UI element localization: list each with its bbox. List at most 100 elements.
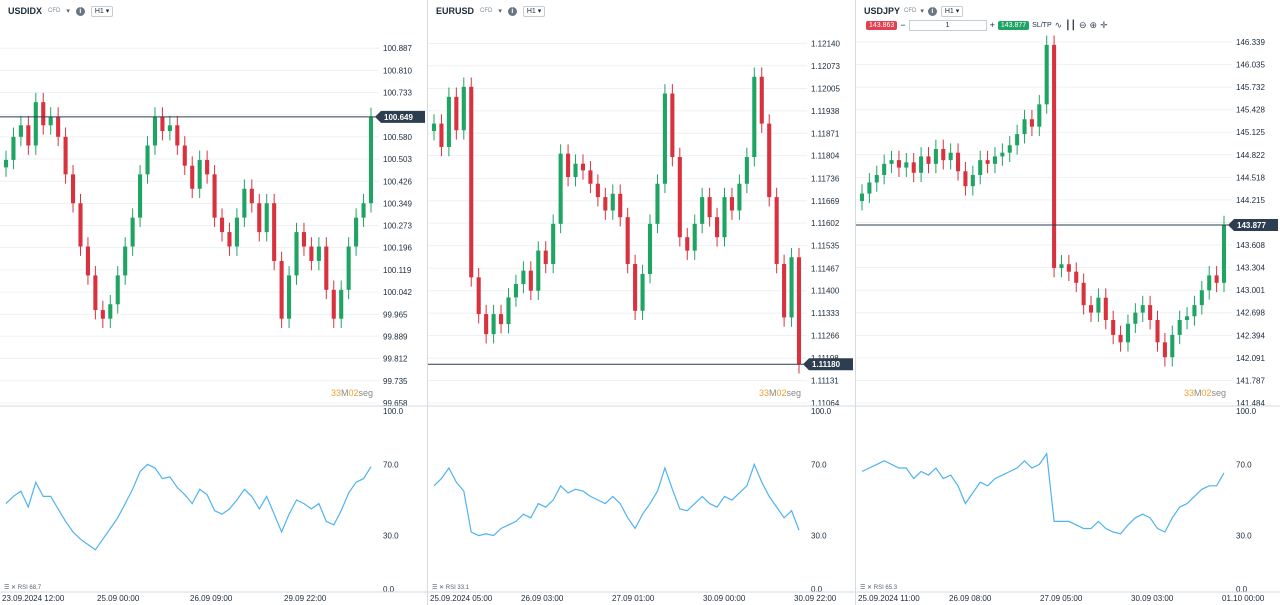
candle [1192,305,1197,317]
candle [970,175,975,187]
symbol-selector[interactable]: USDIDX [8,6,43,16]
candle [595,183,600,198]
rsi-level-label: 0.0 [383,585,395,594]
line-chart-icon[interactable]: ∿ [1054,19,1063,30]
current-price-tag [1228,219,1278,232]
candle [324,246,329,290]
info-icon[interactable]: i [927,6,937,16]
chevron-down-icon[interactable]: ▾ [920,8,924,15]
candle [737,183,742,211]
candle [454,96,459,131]
timer-part: M [341,388,349,398]
panel-divider[interactable] [855,0,856,605]
quantity-input[interactable]: 1 [908,19,987,31]
candle [294,232,299,276]
x-tick-label: 25.09.2024 05:00 [430,594,493,603]
price-chart[interactable]: 146.339 146.035 145.732 145.428 145.125 144.8… [856,0,1280,605]
info-icon[interactable]: i [75,6,85,16]
candles-icon[interactable]: ┃┃ [1065,19,1076,30]
price-chart[interactable]: 1.12140 1.12073 1.12005 1.11938 1.11871 1.118… [428,0,855,605]
candle [1000,152,1005,157]
panel-divider[interactable] [427,0,428,605]
rsi-level-label: 100.0 [383,407,404,416]
info-icon[interactable]: i [507,6,517,16]
zoom-in-icon[interactable]: ⊕ [1089,19,1098,30]
candle [729,197,735,211]
y-tick-label: 1.11064 [811,399,840,408]
candle [551,223,556,264]
candle [1022,119,1027,135]
y-tick-label: 145.428 [1236,106,1265,115]
candle [1096,297,1101,313]
candle [904,162,909,168]
y-tick-label: 142.394 [1236,331,1265,340]
candle [446,96,451,147]
rsi-indicator-label[interactable]: ☰ ✕ RSI 68.7 [4,584,42,591]
candle [160,116,165,132]
quantity-decrement-button[interactable]: − [900,20,906,30]
y-tick-label: 143.608 [1236,241,1265,250]
candle [1199,290,1204,306]
symbol-selector[interactable]: EURUSD [436,6,475,16]
chart-panel-eurusd[interactable]: EURUSD CFD ▾ i H1 ▾ 1.12140 1.12073 1.1200… [428,0,855,605]
x-tick-label: 30.09 00:00 [703,594,746,603]
y-tick-label: 145.732 [1236,83,1265,92]
candle [692,223,697,251]
candle [257,203,262,233]
quantity-increment-button[interactable]: + [989,20,995,30]
candle [956,152,961,172]
x-tick-label: 25.09 00:00 [97,594,140,603]
candle [992,156,998,164]
candle [752,76,757,158]
candle [919,156,924,173]
y-tick-label: 100.810 [383,66,412,75]
candle [647,223,653,274]
candle [1177,320,1182,335]
rsi-indicator-label[interactable]: ☰ ✕ RSI 65.3 [860,584,898,591]
candle [867,182,872,194]
candle [1148,305,1153,321]
candle [882,163,887,176]
candle [633,263,638,311]
chevron-down-icon: ▾ [537,7,542,15]
candle [655,183,660,224]
y-tick-label: 100.273 [383,221,412,230]
zoom-out-icon[interactable]: ⊖ [1079,19,1087,30]
chart-panel-usdidx[interactable]: USDIDX CFD ▾ i H1 ▾ 100.887 100.810 100.73… [0,0,427,605]
chevron-down-icon[interactable]: ▾ [66,8,70,15]
timeframe-value: H1 [94,7,104,15]
symbol-selector[interactable]: USDJPY [864,6,901,16]
timer-part: M [1194,388,1202,398]
candle [1170,334,1175,358]
candle [1029,119,1034,127]
y-tick-label: 100.042 [383,288,412,297]
sl-tp-button[interactable]: SL/TP [1032,21,1052,29]
candle [316,246,321,261]
buy-price-button[interactable]: 143.877 [997,20,1030,30]
candle-timer: 33M02seg [331,388,373,398]
y-tick-label: 1.11535 [811,242,840,251]
rsi-indicator-label[interactable]: ☰ ✕ RSI 33.1 [432,584,470,591]
rsi-level-label: 0.0 [811,585,823,594]
candle [640,273,645,311]
candle [521,270,526,285]
candle [354,217,359,247]
x-tick-label: 30.09 22:00 [794,594,837,603]
candle [18,125,23,137]
y-tick-label: 1.11602 [811,219,840,228]
chart-panel-usdjpy[interactable]: USDJPY CFD ▾ i H1 ▾ 143.863 − 1 + 143.87… [856,0,1280,605]
timeframe-selector[interactable]: H1 ▾ [940,5,964,17]
y-tick-label: 1.11804 [811,152,840,161]
candle [528,270,533,291]
y-tick-label: 143.304 [1236,264,1265,273]
crosshair-icon[interactable]: ✛ [1100,19,1108,30]
timeframe-selector[interactable]: H1 ▾ [90,5,114,17]
y-tick-label: 100.887 [383,44,412,53]
timer-part: 02 [1201,388,1211,398]
candle [926,156,931,164]
timeframe-selector[interactable]: H1 ▾ [522,5,546,17]
chevron-down-icon[interactable]: ▾ [498,8,502,15]
price-chart[interactable]: 100.887100.810100.733100.656100.580100.5… [0,0,427,605]
y-tick-label: 1.11938 [811,107,840,116]
sell-price-button[interactable]: 143.863 [866,20,898,30]
